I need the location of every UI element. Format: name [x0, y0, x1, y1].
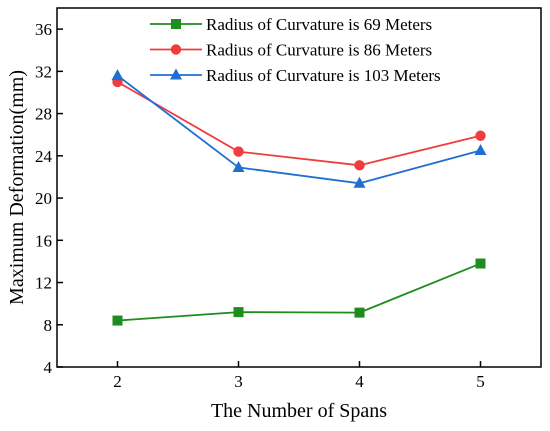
y-tick-label: 16 [35, 231, 52, 250]
data-point [111, 69, 124, 81]
x-tick-label: 2 [113, 372, 122, 391]
x-tick-label: 5 [476, 372, 485, 391]
legend-swatch-marker [171, 19, 181, 29]
data-point [232, 160, 245, 172]
data-point [354, 160, 365, 171]
y-axis: 4 8 12 16 20 24 28 32 36 [35, 20, 63, 377]
legend-swatch-marker [170, 68, 182, 80]
legend-swatch-marker [170, 44, 182, 55]
legend-label: Radius of Curvature is 103 Meters [206, 66, 441, 85]
legend: Radius of Curvature is 69 Meters Radius o… [150, 15, 441, 85]
series-line [116, 74, 481, 185]
y-tick-label: 32 [35, 62, 52, 81]
series-layer [111, 69, 487, 326]
data-point [112, 315, 123, 326]
y-axis-title: Maximum Deformation(mm) [6, 70, 28, 305]
data-point [233, 146, 244, 157]
legend-item: Radius of Curvature is 86 Meters [150, 41, 432, 60]
y-tick-label: 4 [44, 358, 53, 377]
y-tick-label: 20 [35, 189, 52, 208]
data-point [354, 307, 365, 318]
data-point [233, 307, 244, 318]
legend-item: Radius of Curvature is 103 Meters [150, 66, 441, 85]
x-tick-label: 4 [355, 372, 364, 391]
legend-label: Radius of Curvature is 69 Meters [206, 15, 432, 34]
x-tick-label: 3 [234, 372, 243, 391]
data-point [475, 130, 486, 141]
legend-item: Radius of Curvature is 69 Meters [150, 15, 432, 34]
series-line [117, 262, 481, 322]
data-point [474, 144, 487, 156]
y-tick-label: 36 [35, 20, 52, 39]
y-tick-label: 24 [35, 147, 53, 166]
series-2 [112, 76, 486, 171]
data-point [353, 176, 366, 188]
y-tick-label: 28 [35, 105, 52, 124]
y-tick-label: 8 [44, 316, 53, 335]
x-axis: 2 3 4 5 [113, 361, 485, 391]
legend-label: Radius of Curvature is 86 Meters [206, 41, 432, 60]
series-3 [111, 69, 487, 188]
plot-area-frame [56, 7, 542, 368]
x-axis-title: The Number of Spans [211, 400, 387, 422]
data-point [475, 258, 486, 269]
series-line [117, 81, 481, 167]
series-1 [112, 258, 486, 326]
y-tick-label: 12 [35, 274, 52, 293]
